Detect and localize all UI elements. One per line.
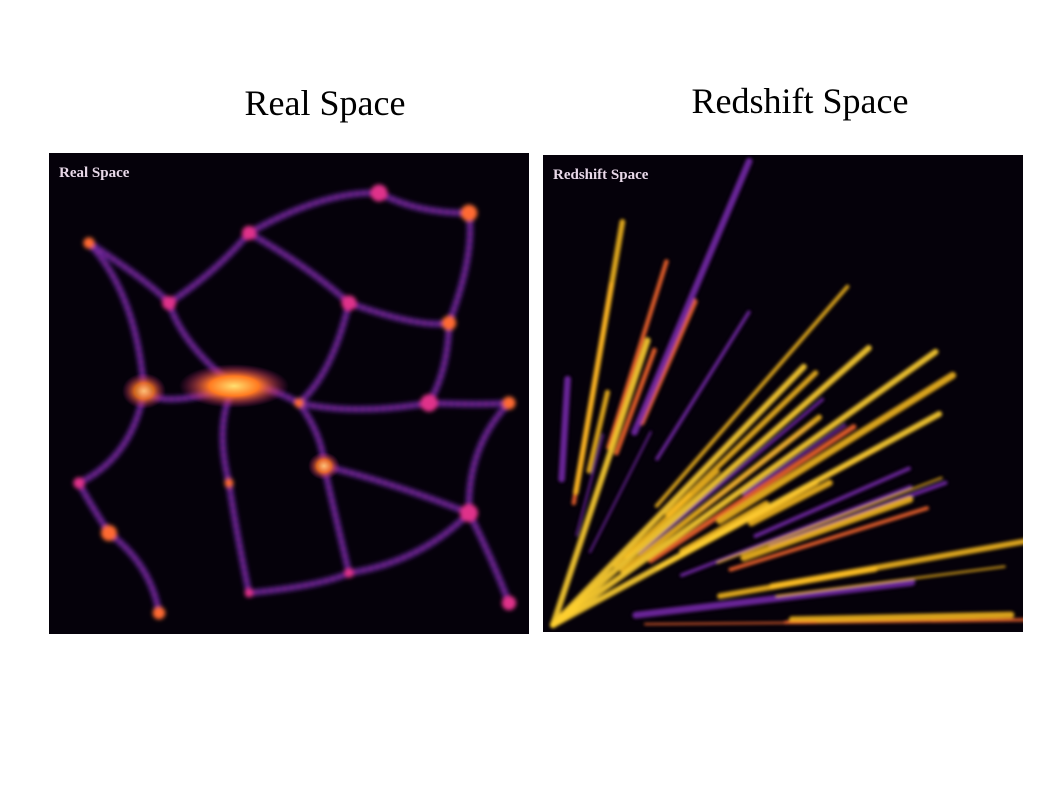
streak (728, 506, 929, 572)
node (441, 315, 457, 331)
filament-core (248, 191, 380, 234)
redshift-space-image: Redshift Space (543, 155, 1023, 632)
node (502, 396, 516, 410)
streaks (550, 157, 1023, 628)
streak (586, 389, 611, 474)
streak (775, 565, 1006, 598)
node (501, 595, 517, 611)
streak (614, 347, 657, 456)
streak (716, 371, 957, 525)
panel-heading: Redshift Space (691, 81, 909, 121)
image-label: Redshift Space (553, 167, 649, 183)
bright-streak (550, 363, 807, 628)
streak (717, 566, 878, 599)
filament-core (88, 242, 170, 304)
filament-core (448, 212, 472, 324)
filament (167, 230, 252, 306)
streak (624, 470, 721, 559)
filament-core (228, 482, 250, 594)
node (344, 568, 354, 578)
filament (428, 399, 510, 408)
streak (740, 495, 914, 562)
filament-core (88, 242, 145, 392)
node (152, 606, 166, 620)
bright-streak (550, 348, 939, 628)
filament-core (468, 512, 510, 604)
filament-core (348, 302, 450, 325)
node (101, 525, 117, 541)
node (341, 295, 357, 311)
streak (588, 431, 652, 554)
node (460, 504, 478, 522)
streak (644, 621, 817, 626)
image-label: Real Space (59, 165, 130, 181)
image-background (49, 153, 529, 634)
node (460, 204, 478, 222)
filament-core (248, 232, 350, 304)
streak (632, 578, 916, 619)
streak (655, 310, 751, 461)
filament-core (378, 192, 470, 215)
node (420, 394, 438, 412)
cluster (122, 373, 166, 409)
filament-core (348, 512, 470, 574)
streak (575, 433, 604, 537)
filament (298, 399, 430, 413)
node (224, 478, 234, 488)
filament-core (248, 572, 350, 594)
cluster (308, 452, 340, 480)
real-space-image: Real Space (49, 153, 529, 634)
filament-core (298, 302, 350, 404)
node (294, 398, 304, 408)
node (162, 296, 176, 310)
filaments (73, 184, 517, 620)
streak (637, 397, 825, 555)
streak (716, 476, 943, 564)
filament-core (108, 532, 160, 614)
bright-cluster (179, 364, 289, 408)
filament-core (323, 465, 470, 514)
streak (631, 157, 753, 436)
streak (748, 479, 833, 527)
streak (573, 219, 626, 495)
node (73, 477, 85, 489)
bright-streak (550, 411, 943, 628)
streak (788, 611, 1015, 624)
streak (647, 424, 857, 564)
bright-streak (550, 345, 872, 628)
streak (679, 484, 913, 577)
panel-heading: Real Space (244, 83, 406, 123)
node (241, 225, 257, 241)
node (244, 588, 254, 598)
streak (753, 466, 911, 539)
streak (606, 259, 669, 450)
streak (619, 414, 823, 574)
streak (654, 284, 850, 508)
bright-streak (550, 337, 651, 628)
node (83, 237, 95, 249)
streak (665, 370, 819, 518)
filament-core (467, 402, 510, 514)
streak (742, 423, 847, 496)
streak (558, 375, 571, 483)
node (370, 184, 388, 202)
